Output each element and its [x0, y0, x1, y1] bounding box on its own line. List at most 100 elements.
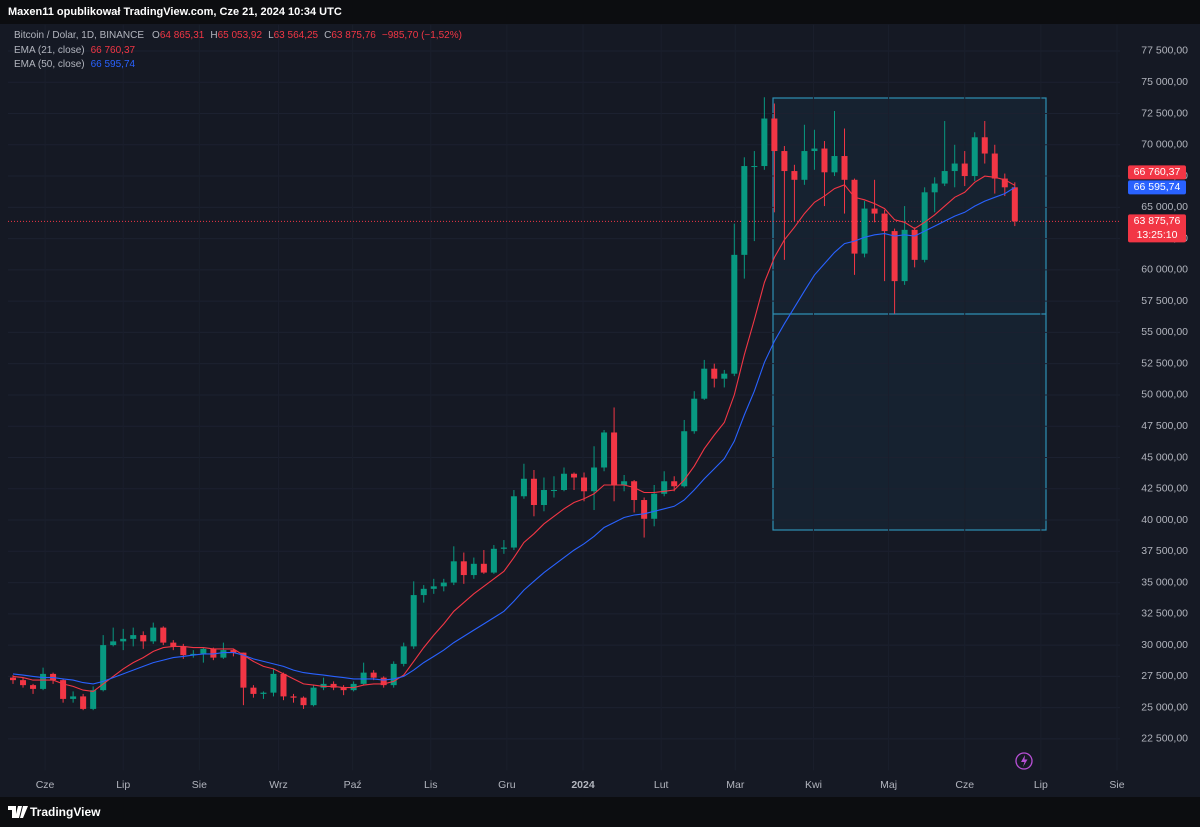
y-tick-label: 75 000,00 [1141, 76, 1188, 88]
candle-body [581, 477, 588, 492]
candle-body [50, 673, 57, 681]
candle-body [631, 481, 638, 501]
y-tick-label: 55 000,00 [1141, 326, 1188, 338]
candle-body [751, 166, 758, 168]
candle-body [490, 548, 497, 573]
y-tick-label: 77 500,00 [1141, 45, 1188, 57]
legend-value: 66 760,37 [90, 44, 136, 56]
candle-body [651, 493, 658, 519]
candle-body [611, 432, 618, 486]
x-tick-label: 2024 [571, 779, 595, 791]
candle-body [170, 642, 177, 647]
quote-value: 65 053,92 [217, 30, 263, 41]
candle-body [1011, 187, 1018, 222]
candle-body [761, 118, 768, 167]
candle-body [310, 687, 317, 706]
candle-body [10, 677, 17, 681]
candle-body [260, 692, 267, 694]
x-tick-label: Maj [880, 779, 897, 791]
price-badge [1128, 180, 1186, 195]
candle-body [711, 368, 718, 379]
candle-body [681, 431, 688, 487]
candle-body [410, 595, 417, 647]
legend-row: EMA (21, close) 66 760,37 [14, 44, 462, 59]
candle-body [781, 151, 788, 172]
candle-body [731, 254, 738, 374]
candle-body [460, 561, 467, 576]
candle-body [741, 166, 748, 255]
chart: 22 500,00 25 000,00 27 500,00 30 000,00 32 5… [8, 24, 1188, 791]
candle-body [881, 213, 888, 232]
price-badge [1128, 165, 1186, 180]
price-badge-label: 66 760,37 [1134, 166, 1181, 178]
price-badge [1128, 214, 1186, 243]
price-badge-label: 66 595,74 [1134, 181, 1181, 193]
candle-body [901, 229, 908, 282]
candle-body [360, 672, 367, 684]
candle-body [991, 153, 998, 179]
quote-value: 63 875,76 [331, 30, 376, 41]
candle-body [130, 635, 137, 639]
x-tick-label: Paź [344, 779, 362, 791]
y-tick-label: 72 500,00 [1141, 107, 1188, 119]
candle-body [340, 687, 347, 691]
y-tick-label: 50 000,00 [1141, 389, 1188, 401]
author-line: Maxen11 opublikował TradingView.com, Cze… [8, 6, 342, 18]
ema-line [12, 175, 1016, 692]
candle-body [591, 467, 598, 492]
change: −985,70 (−1,52%) [381, 30, 462, 41]
x-tick-label: Cze [36, 779, 55, 791]
candle-body [330, 683, 337, 688]
top-bar: Maxen11 opublikował TradingView.com, Cze… [0, 0, 1200, 24]
y-tick-label: 32 500,00 [1141, 608, 1188, 620]
y-tick-label: 45 000,00 [1141, 451, 1188, 463]
y-tick-label: 65 000,00 [1141, 201, 1188, 213]
candle-body [510, 496, 517, 548]
quote-value: 64 865,31 [159, 30, 205, 41]
candle-body [150, 627, 157, 642]
alert-icon[interactable] [1015, 752, 1033, 770]
candle-body [470, 563, 477, 576]
legend: Bitcoin / Dolar, 1D, BINANCE O64 865,31 H6… [14, 29, 462, 73]
symbol: Bitcoin / Dolar, 1D, BINANCE [14, 30, 145, 41]
candle-body [671, 481, 678, 487]
candle-body [60, 680, 67, 699]
x-tick-label: Cze [955, 779, 974, 791]
x-tick-label: Sie [1109, 779, 1124, 791]
quote-key: H [210, 30, 218, 41]
candle-body [951, 163, 958, 172]
candle-body [80, 696, 87, 709]
candle-body [941, 171, 948, 184]
y-tick-label: 42 500,00 [1141, 483, 1188, 495]
quote-key: O [152, 30, 160, 41]
x-tick-label: Lip [1034, 779, 1048, 791]
candle-body [641, 500, 648, 519]
candle-body [230, 650, 237, 653]
candle-body [390, 663, 397, 686]
ema-line [12, 186, 1016, 685]
candle-body [190, 653, 197, 656]
x-tick-label: Lip [116, 779, 130, 791]
candle-body [520, 478, 527, 497]
candle-body [420, 588, 427, 596]
candle-body [90, 690, 97, 709]
candle-body [721, 373, 728, 379]
candle-body [691, 398, 698, 432]
candle-body [160, 627, 167, 643]
logo [8, 806, 28, 818]
alert-bolt [1021, 755, 1028, 767]
countdown: 13:25:10 [1137, 229, 1178, 241]
candle-body [981, 137, 988, 154]
candle-body [380, 677, 387, 686]
candle-body [801, 151, 808, 180]
candle-body [120, 638, 127, 642]
candle-body [500, 547, 507, 549]
candle-body [1001, 178, 1008, 188]
quote-key: C [324, 30, 332, 41]
x-tick-label: Mar [726, 779, 745, 791]
candle-body [180, 646, 187, 656]
y-tick-label: 37 500,00 [1141, 545, 1188, 557]
y-tick-label: 47 500,00 [1141, 420, 1188, 432]
candle-body [560, 473, 568, 491]
candle-body [140, 635, 147, 642]
